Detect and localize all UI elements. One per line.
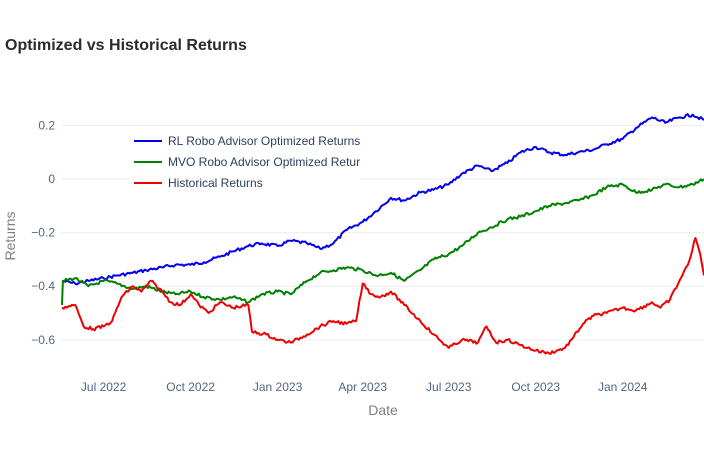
x-tick-label: Jan 2024: [598, 380, 648, 394]
y-axis-ticks: 0.2 0 −0.2 −0.4 −0.6: [31, 118, 55, 346]
y-tick-label: 0.2: [38, 118, 55, 132]
y-tick-label: 0: [48, 172, 55, 186]
legend-label[interactable]: RL Robo Advisor Optimized Returns: [168, 134, 360, 148]
legend-background: [128, 128, 360, 192]
series-line-0[interactable]: [61, 113, 704, 286]
y-tick-label: −0.4: [31, 279, 55, 293]
x-tick-label: Oct 2023: [511, 380, 560, 394]
series-lines[interactable]: [61, 113, 704, 355]
legend[interactable]: RL Robo Advisor Optimized Returns MVO Rob…: [128, 128, 360, 192]
x-tick-label: Oct 2022: [166, 380, 215, 394]
x-tick-label: Apr 2023: [338, 380, 387, 394]
y-tick-label: −0.2: [31, 226, 55, 240]
x-tick-label: Jul 2023: [426, 380, 472, 394]
series-line-1[interactable]: [61, 178, 704, 306]
chart-title: Optimized vs Historical Returns: [5, 37, 247, 54]
legend-label[interactable]: Historical Returns: [168, 176, 263, 190]
y-axis-title: Returns: [2, 211, 18, 260]
series-line-2[interactable]: [61, 237, 704, 355]
y-tick-label: −0.6: [31, 333, 55, 347]
x-axis-title: Date: [368, 402, 398, 418]
legend-label[interactable]: MVO Robo Advisor Optimized Retur: [168, 155, 360, 169]
x-tick-label: Jul 2022: [81, 380, 127, 394]
x-axis-ticks: Jul 2022 Oct 2022 Jan 2023 Apr 2023 Jul 2023…: [81, 380, 648, 394]
x-tick-label: Jan 2023: [253, 380, 303, 394]
